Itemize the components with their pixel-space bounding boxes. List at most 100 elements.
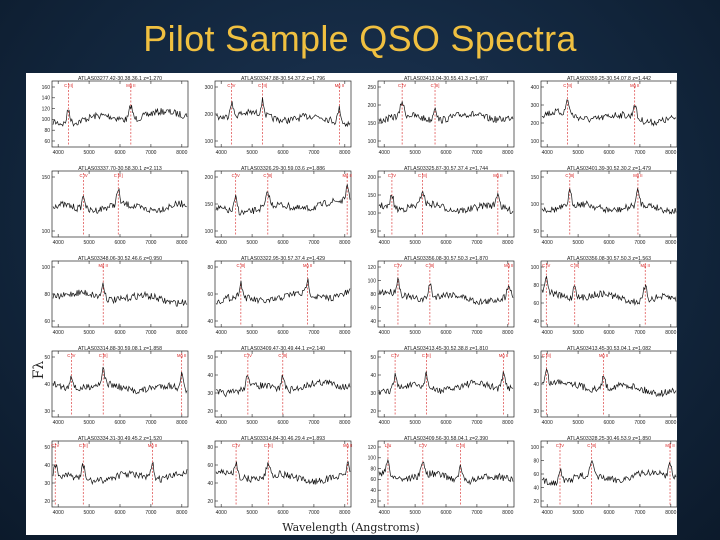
emission-line-label: Mg II: [641, 263, 650, 268]
panel-frame: [51, 80, 189, 148]
y-tick-label: 100: [205, 139, 214, 145]
y-tick-label: 300: [205, 85, 214, 91]
x-tick-label: 7000: [471, 150, 482, 156]
emission-line-label: C IV: [232, 443, 240, 448]
x-tick-label: 7000: [471, 420, 482, 426]
x-tick-label: 5000: [573, 420, 584, 426]
emission-line-label: C IV: [556, 443, 564, 448]
y-tick-label: 50: [533, 229, 539, 235]
emission-line-label: C IV: [67, 353, 75, 358]
x-tick-label: 8000: [502, 150, 513, 156]
y-tick-label: 30: [370, 391, 376, 397]
x-tick-label: 8000: [502, 330, 513, 336]
emission-line-label: C III]: [278, 353, 287, 358]
spectrum-trace: [52, 366, 188, 395]
x-tick-label: 5000: [84, 240, 95, 246]
panel-frame: [540, 170, 677, 238]
spectrum-panel: ATLAS03337.70-30.58.30.1 z=2.113 4000 5000…: [42, 166, 189, 246]
emission-line-label: C III]: [456, 443, 465, 448]
x-tick-label: 8000: [665, 240, 676, 246]
y-tick-label: 140: [42, 96, 51, 102]
emission-line-label: Mg II: [499, 353, 508, 358]
y-tick-label: 80: [207, 445, 213, 451]
y-tick-label: 40: [533, 319, 539, 325]
slide-title: Pilot Sample QSO Spectra: [143, 18, 577, 59]
spectrum-panel: ATLAS03356.08-30.57.50.3 z=1.870 4000 5000…: [368, 256, 515, 336]
spectrum-trace: [52, 282, 188, 307]
emission-line-label: C III]: [422, 353, 431, 358]
emission-line-label: C III]: [236, 263, 245, 268]
x-tick-label: 7000: [145, 330, 156, 336]
spectrum-panel: ATLAS03409.47-30.49.44.1 z=2.140 4000 5000…: [207, 346, 352, 426]
spectrum-trace: [541, 276, 677, 306]
y-tick-label: 80: [370, 292, 376, 298]
x-tick-label: 7000: [634, 510, 645, 516]
x-tick-label: 4000: [542, 510, 553, 516]
emission-line-label: C IV: [542, 263, 550, 268]
y-tick-label: 20: [207, 409, 213, 415]
x-tick-label: 5000: [84, 150, 95, 156]
panel-label: ATLAS03356.08-30.57.50.3 z=1.563: [567, 256, 651, 262]
x-tick-label: 7000: [634, 420, 645, 426]
spectrum-trace: [215, 374, 351, 398]
emission-line-label: Mg II: [630, 83, 639, 88]
y-tick-label: 80: [44, 292, 50, 298]
emission-line-label: C III]: [563, 83, 572, 88]
panel-label: ATLAS03413.45-30.53.04.1 z=1.082: [567, 346, 651, 352]
panel-frame: [214, 440, 352, 508]
x-tick-label: 4000: [53, 330, 64, 336]
panel-label: ATLAS03328.25-30.46.53.9 z=1.850: [567, 436, 651, 442]
y-tick-label: 100: [531, 265, 540, 271]
x-tick-label: 7000: [308, 240, 319, 246]
x-tick-label: 7000: [471, 240, 482, 246]
x-tick-label: 4000: [216, 420, 227, 426]
x-tick-label: 6000: [603, 150, 614, 156]
x-tick-label: 5000: [410, 510, 421, 516]
spectrum-trace: [541, 368, 677, 398]
panel-frame: [377, 80, 515, 148]
x-tick-label: 4000: [216, 150, 227, 156]
y-tick-label: 30: [44, 409, 50, 415]
x-tick-label: 7000: [145, 510, 156, 516]
y-tick-label: 60: [44, 139, 50, 145]
y-tick-label: 120: [368, 445, 377, 451]
spectra-grid-svg: ATLAS03277.42-30.38.36.1 z=1.270 4000 5000…: [42, 76, 677, 534]
emission-line-label: Mg II: [599, 353, 608, 358]
x-tick-label: 7000: [634, 150, 645, 156]
y-tick-label: 40: [207, 481, 213, 487]
panel-label: ATLAS03322.95-30.57.37.4 z=1.429: [241, 256, 325, 262]
emission-line-label: Mg II: [335, 83, 344, 88]
x-tick-label: 4000: [216, 240, 227, 246]
x-tick-label: 6000: [603, 420, 614, 426]
emission-line-label: Mg II: [99, 263, 108, 268]
y-tick-label: 80: [533, 283, 539, 289]
y-tick-label: 40: [370, 373, 376, 379]
emission-line-label: Mg II: [342, 173, 351, 178]
x-tick-label: 7000: [308, 510, 319, 516]
y-tick-label: 50: [207, 355, 213, 361]
y-tick-label: 80: [207, 265, 213, 271]
emission-line-label: C IV: [80, 173, 88, 178]
spectra-figure: ATLAS03277.42-30.38.36.1 z=1.270 4000 5000…: [26, 73, 677, 535]
y-tick-label: 80: [533, 458, 539, 464]
x-tick-label: 8000: [339, 150, 350, 156]
emission-line-label: C III]: [258, 83, 267, 88]
panel-label: ATLAS03326.29-30.59.03.6 z=1.886: [241, 166, 325, 172]
spectrum-panel: ATLAS03409.56-30.58.04.1 z=2.390 4000 5000…: [368, 436, 515, 516]
y-tick-label: 40: [44, 463, 50, 469]
panel-label: ATLAS03413.04-30.55.41.3 z=1.957: [404, 76, 488, 82]
spectrum-panel: ATLAS03322.95-30.57.37.4 z=1.429 4000 5000…: [207, 256, 352, 336]
spectrum-trace: [52, 105, 188, 127]
x-tick-label: 7000: [471, 330, 482, 336]
x-tick-label: 6000: [277, 420, 288, 426]
y-tick-label: 40: [370, 488, 376, 494]
emission-line-label: Mg II: [493, 173, 502, 178]
x-tick-label: 4000: [216, 510, 227, 516]
spectrum-trace: [215, 183, 351, 216]
x-tick-label: 6000: [440, 510, 451, 516]
spectrum-trace: [378, 458, 514, 486]
emission-line-label: C IV: [419, 443, 427, 448]
emission-line-label: C III]: [570, 263, 579, 268]
x-tick-label: 8000: [502, 240, 513, 246]
x-tick-label: 4000: [53, 420, 64, 426]
